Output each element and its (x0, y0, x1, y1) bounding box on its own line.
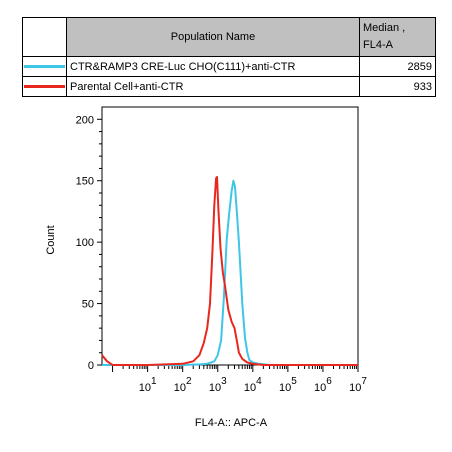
legend-row-value: 933 (359, 76, 436, 97)
legend-swatch-red (24, 85, 65, 88)
y-tick-label: 100 (76, 237, 94, 249)
x-tick-label-base: 10 (314, 382, 326, 394)
x-axis-label: FL4-A:: APC-A (195, 417, 268, 429)
x-tick-label-base: 10 (244, 382, 256, 394)
x-tick-label: 107 (349, 376, 367, 394)
x-tick-label-exponent: 3 (221, 376, 227, 387)
x-tick-label-exponent: 2 (186, 376, 192, 387)
x-tick-label-exponent: 1 (151, 376, 157, 387)
legend-row: CTR&RAMP3 CRE-Luc CHO(C111)+anti-CTR 285… (22, 56, 436, 77)
x-tick-label-base: 10 (174, 382, 186, 394)
x-tick-label: 103 (209, 376, 227, 394)
y-axis-label: Count (45, 225, 57, 254)
x-tick-label-base: 10 (139, 382, 151, 394)
plot-frame (101, 106, 359, 366)
y-axis: 0 50 100 150 200 (76, 114, 102, 372)
x-tick-label-exponent: 7 (361, 376, 367, 387)
legend-row-name: Parental Cell+anti-CTR (66, 76, 360, 97)
x-tick-label: 106 (314, 376, 332, 394)
legend-table: Population Name Median , FL4-A CTR&RAMP3 … (22, 17, 436, 97)
y-tick-label: 0 (88, 360, 94, 372)
x-tick-label-base: 10 (209, 382, 221, 394)
y-tick-label: 50 (82, 299, 94, 311)
legend-header-value: Median , FL4-A (359, 17, 436, 57)
x-tick-label-exponent: 6 (326, 376, 332, 387)
series-layer (101, 176, 358, 366)
x-tick-label-base: 10 (349, 382, 361, 394)
x-tick-label-exponent: 5 (291, 376, 297, 387)
legend-header-row: Population Name Median , FL4-A (22, 17, 436, 57)
legend-header-swatch-cell (22, 17, 67, 57)
x-tick-label-exponent: 4 (256, 376, 262, 387)
series-line-red (101, 176, 358, 366)
legend-header-name: Population Name (66, 17, 360, 57)
x-tick-label: 104 (244, 376, 262, 394)
legend-row-name: CTR&RAMP3 CRE-Luc CHO(C111)+anti-CTR (66, 56, 360, 77)
x-tick-label-base: 10 (279, 382, 291, 394)
legend-header-value-parameter: FL4-A (363, 39, 393, 51)
legend-swatch-cell (22, 76, 67, 97)
series-line-cyan (102, 179, 358, 366)
legend-header-value-label: Median , (363, 22, 406, 34)
y-tick-label: 200 (76, 114, 94, 126)
x-tick-label: 101 (139, 376, 157, 394)
legend-row: Parental Cell+anti-CTR 933 (22, 76, 436, 97)
x-tick-label: 102 (174, 376, 192, 394)
legend-swatch-cyan (24, 65, 65, 68)
x-tick-label: 105 (279, 376, 297, 394)
y-tick-label: 150 (76, 176, 94, 188)
plot-border (101, 106, 359, 366)
